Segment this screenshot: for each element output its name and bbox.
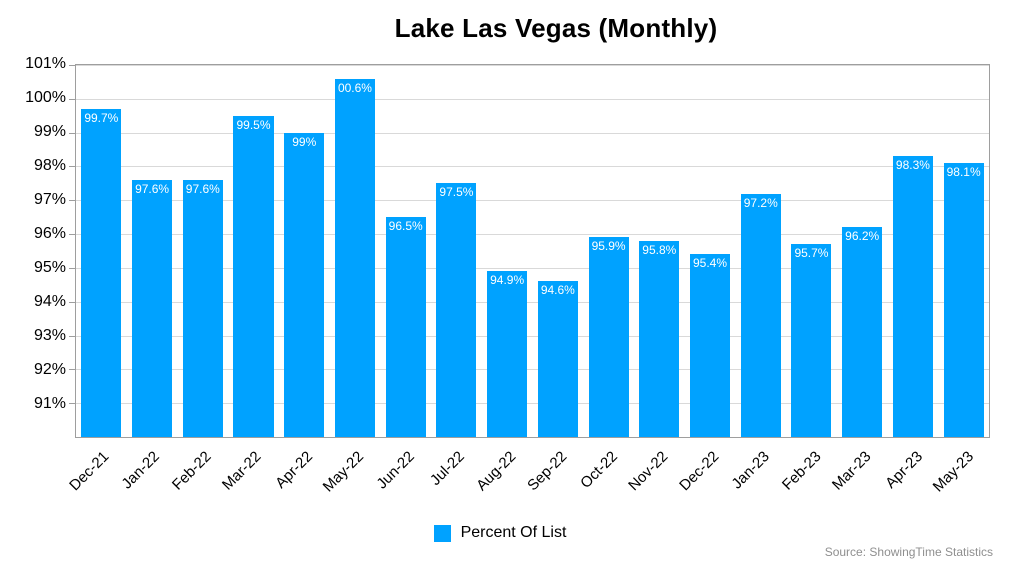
bar-jan-22: 97.6%: [132, 179, 173, 437]
x-axis-label: May-22: [319, 448, 367, 496]
bar-value-label: 97.5%: [439, 185, 474, 200]
bar-value-label: 00.6%: [337, 80, 372, 95]
bar-nov-22: 95.8%: [639, 240, 680, 437]
chart-title: Lake Las Vegas (Monthly): [394, 13, 718, 43]
gridline: [76, 200, 989, 202]
x-axis-label: Mar-22: [219, 448, 265, 494]
gridline: [76, 403, 989, 405]
y-axis-label: 94%: [33, 293, 66, 310]
gridline: [76, 166, 989, 168]
x-axis-label: Dec-21: [66, 448, 113, 495]
bar-jun-22: 96.5%: [385, 217, 426, 437]
gridline: [76, 335, 989, 337]
x-axis-label: Sep-22: [523, 448, 570, 495]
bar-feb-22: 97.6%: [182, 179, 223, 437]
gridline: [76, 132, 989, 134]
bar-value-label: 97.6%: [185, 181, 220, 196]
bar-value-label: 97.6%: [135, 181, 170, 196]
x-axis-label: Apr-22: [271, 448, 316, 492]
x-axis-label: Aug-22: [472, 448, 520, 495]
legend: Percent Of List: [0, 524, 1000, 542]
x-axis-label: Jun-22: [372, 448, 418, 493]
x-axis-label: Jul-22: [427, 448, 469, 489]
y-axis-label: 98%: [33, 157, 66, 174]
y-axis-label: 91%: [33, 395, 66, 412]
x-axis-label: Nov-22: [625, 448, 672, 495]
bar-value-label: 99.7%: [84, 110, 119, 125]
bar-value-label: 96.2%: [845, 229, 880, 244]
bar-apr-23: 98.3%: [892, 156, 933, 437]
x-axis: Dec-21 Jan-22 Feb-22 Mar-22 Apr-22 May-22 Jun-…: [66, 438, 990, 513]
legend-swatch-icon: [433, 524, 451, 542]
y-tick-mark: [69, 132, 75, 134]
bar-sep-22: 94.6%: [537, 281, 578, 437]
bar-value-label: 99.5%: [236, 117, 271, 132]
source-note: Source: ShowingTime Statistics: [824, 545, 993, 559]
bar-value-label: 95.9%: [591, 239, 626, 254]
gridline: [76, 369, 989, 371]
bar-jan-23: 97.2%: [740, 193, 781, 437]
bar-mar-23: 96.2%: [842, 227, 883, 437]
bar-value-label: 97.2%: [743, 195, 778, 210]
bar-apr-22: 99%: [284, 132, 325, 437]
bar-value-label: 96.5%: [388, 219, 423, 234]
y-axis-label: 100%: [25, 89, 66, 106]
y-tick-mark: [69, 403, 75, 405]
y-axis-label: 93%: [33, 327, 66, 344]
x-axis-label: Apr-23: [881, 448, 926, 492]
y-axis-label: 101%: [25, 55, 66, 72]
y-tick-mark: [69, 65, 75, 66]
y-tick-mark: [69, 98, 75, 100]
gridline: [76, 65, 989, 66]
x-axis-label: Mar-23: [829, 448, 875, 494]
bar-may-23: 98.1%: [943, 163, 984, 437]
x-axis-label: Dec-22: [676, 448, 723, 495]
bar-value-label: 95.7%: [794, 246, 829, 261]
legend-label: Percent Of List: [460, 524, 567, 541]
bar-dec-22: 95.4%: [689, 254, 731, 437]
bar-value-label: 99%: [292, 134, 317, 149]
y-axis-label: 92%: [33, 361, 66, 378]
x-axis-label: Jan-22: [118, 448, 164, 493]
bar-aug-22: 94.9%: [487, 271, 528, 437]
y-tick-mark: [69, 335, 75, 337]
gridline: [76, 98, 989, 100]
y-tick-mark: [69, 369, 75, 371]
gridline: [76, 301, 989, 303]
y-tick-mark: [69, 267, 75, 269]
x-axis-label: Jan-23: [728, 448, 774, 493]
bar-value-label: 94.6%: [540, 283, 575, 298]
y-axis-label: 96%: [33, 225, 66, 242]
x-axis-label: Feb-22: [168, 448, 215, 494]
bar-jul-22: 97.5%: [436, 183, 477, 437]
bar-value-label: 95.8%: [642, 242, 677, 257]
y-tick-mark: [69, 234, 75, 236]
bar-value-label: 98.1%: [946, 165, 981, 180]
y-axis: 101% 100% 99% 98% 97% 96% 95% 94% 93% 92% 91%: [0, 55, 66, 438]
y-tick-mark: [69, 166, 75, 168]
x-axis-label: Feb-23: [778, 448, 825, 494]
bar-value-label: 95.4%: [693, 256, 728, 271]
bar-dec-21: 99.7%: [81, 108, 122, 437]
bar-mar-22: 99.5%: [233, 115, 274, 437]
y-tick-mark: [69, 200, 75, 202]
y-axis-label: 97%: [33, 191, 66, 208]
y-axis-label: 99%: [33, 123, 66, 140]
bar-value-label: 98.3%: [895, 158, 930, 173]
gridline: [76, 267, 989, 269]
x-axis-label: May-23: [929, 448, 977, 496]
y-tick-mark: [69, 301, 75, 303]
bar-oct-22: 95.9%: [588, 237, 629, 437]
x-axis-label: Oct-22: [576, 448, 621, 492]
gridline: [76, 234, 989, 236]
plot-area: 99.7% 97.6% 97.6% 99.5% 99% 00.6% 96.5% 97.5% 94…: [69, 64, 990, 438]
y-axis-label: 95%: [33, 259, 66, 276]
bar-feb-23: 95.7%: [791, 244, 832, 437]
bar-value-label: 94.9%: [490, 273, 525, 288]
bar-may-22: 00.6%: [334, 78, 375, 437]
